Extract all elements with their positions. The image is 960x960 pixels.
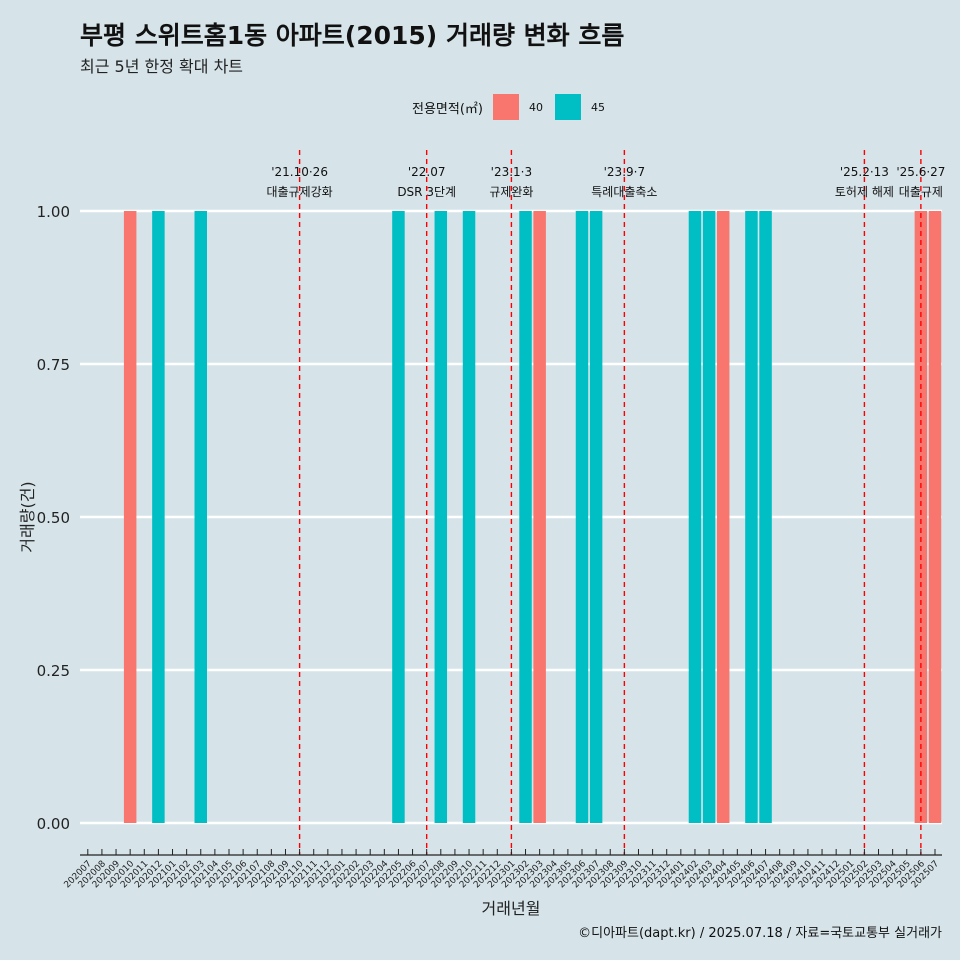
y-tick-label: 0.00	[37, 815, 70, 833]
bar-45-202402	[688, 211, 702, 823]
y-axis-label: 거래량(건)	[18, 481, 37, 552]
bar-45-202302	[519, 211, 532, 823]
bar-40-202010	[123, 211, 137, 823]
event-date: '25.2·13	[840, 165, 889, 179]
bar-45-202205	[392, 211, 405, 823]
x-axis-label: 거래년월	[482, 899, 541, 918]
y-tick-label: 0.25	[37, 662, 70, 680]
bar-45-202307	[589, 211, 603, 823]
legend-label-45: 45	[590, 100, 605, 114]
legend-title: 전용면적(㎡)	[412, 101, 483, 117]
legend-swatch-45	[554, 94, 581, 120]
chart-title: 부평 스위트홈1동 아파트(2015) 거래량 변화 흐름	[80, 21, 625, 50]
event-date: '25.6·27	[896, 165, 945, 179]
bar-45-202208	[434, 211, 448, 823]
event-label: 규제완화	[489, 185, 533, 199]
event-label: 특례대출축소	[591, 185, 657, 199]
event-label: 대출규제강화	[266, 185, 332, 199]
bar-45-202407	[759, 211, 772, 823]
event-label: DSR 3단계	[397, 185, 456, 199]
legend-swatch-40	[492, 94, 519, 120]
bar-40-202404	[716, 211, 730, 823]
event-date: '22.07	[408, 165, 446, 179]
legend-label-40: 40	[528, 100, 543, 114]
event-date: '21.10·26	[271, 165, 328, 179]
event-label: 토허제 해제	[835, 185, 894, 199]
legend: 전용면적(㎡) 40 45	[412, 93, 617, 121]
bar-45-202306	[575, 211, 589, 823]
y-tick-label: 0.75	[37, 356, 70, 374]
bar-45-202403	[702, 211, 716, 823]
bar-45-202406	[745, 211, 758, 823]
bar-45-202012	[152, 211, 165, 823]
chart-subtitle: 최근 5년 한정 확대 차트	[80, 57, 244, 76]
y-tick-label: 0.50	[37, 509, 70, 527]
source-caption: ©디아파트(dapt.kr) / 2025.07.18 / 자료=국토교통부 실…	[578, 926, 942, 941]
bar-45-202210	[462, 211, 476, 823]
bar-40-202303	[533, 211, 546, 823]
bar-40-202507	[928, 211, 942, 823]
bar-45-202103	[194, 211, 208, 823]
event-date: '23.1·3	[491, 165, 532, 179]
event-label: 대출규제	[899, 185, 943, 199]
event-date: '23.9·7	[604, 165, 645, 179]
y-tick-label: 1.00	[37, 203, 70, 221]
bar-40-202506	[914, 211, 928, 823]
